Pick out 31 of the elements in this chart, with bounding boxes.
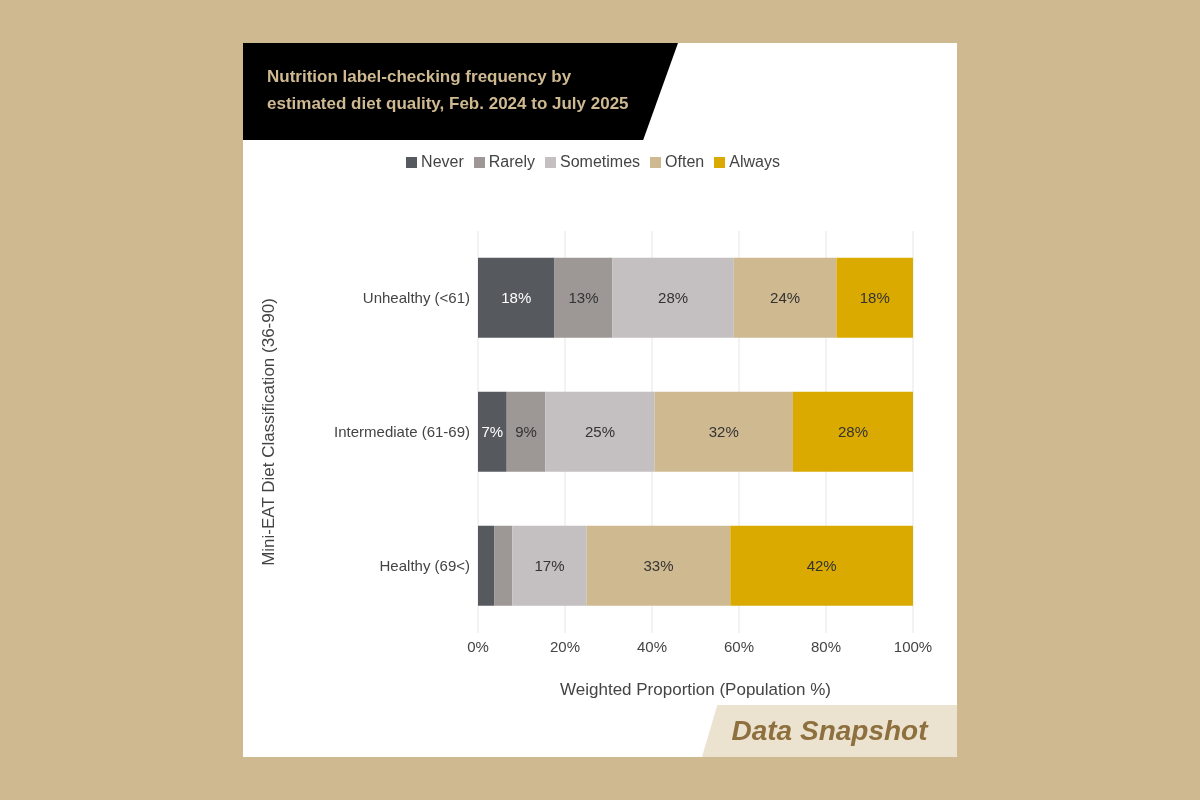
data-label: 28% bbox=[658, 289, 689, 307]
x-tick-label: 100% bbox=[893, 637, 933, 655]
data-label: 42% bbox=[806, 557, 837, 575]
legend-label: Rarely bbox=[488, 153, 536, 170]
x-tick-label: 20% bbox=[549, 637, 581, 655]
data-label: 18% bbox=[859, 289, 890, 307]
legend-label: Never bbox=[421, 153, 464, 170]
data-label: 28% bbox=[837, 423, 868, 441]
data-label: 17% bbox=[534, 557, 565, 575]
data-label: 13% bbox=[568, 289, 599, 307]
text: Data Snapshot bbox=[731, 715, 928, 747]
x-tick-label: 60% bbox=[723, 637, 755, 655]
x-tick-label: 0% bbox=[467, 637, 489, 655]
y-tick-label: Unhealthy (<61) bbox=[362, 289, 470, 307]
data-label: 32% bbox=[708, 423, 739, 441]
data-label: 9% bbox=[515, 423, 537, 441]
data-label: 24% bbox=[770, 289, 801, 307]
x-axis-title: Weighted Proportion (Population %) bbox=[560, 680, 831, 699]
y-axis-title: Mini-EAT Diet Classification (36-90) bbox=[259, 298, 279, 566]
y-tick-label: Healthy (69<) bbox=[379, 557, 470, 575]
data-label: 7% bbox=[481, 423, 504, 441]
x-tick-label: 40% bbox=[636, 637, 668, 655]
legend-label: Always bbox=[729, 153, 780, 170]
legend-label: Often bbox=[665, 153, 705, 170]
y-tick-label: Intermediate (61-69) bbox=[334, 423, 470, 441]
legend-label: Sometimes bbox=[560, 153, 641, 170]
data-label: 25% bbox=[585, 423, 616, 441]
data-label: 18% bbox=[501, 289, 532, 307]
chart-title: Nutrition label-checking frequency by estimated diet quality, Feb. 2024 to July 2025 bbox=[267, 66, 630, 115]
data-label: 33% bbox=[643, 557, 674, 575]
x-tick-label: 80% bbox=[810, 637, 842, 655]
